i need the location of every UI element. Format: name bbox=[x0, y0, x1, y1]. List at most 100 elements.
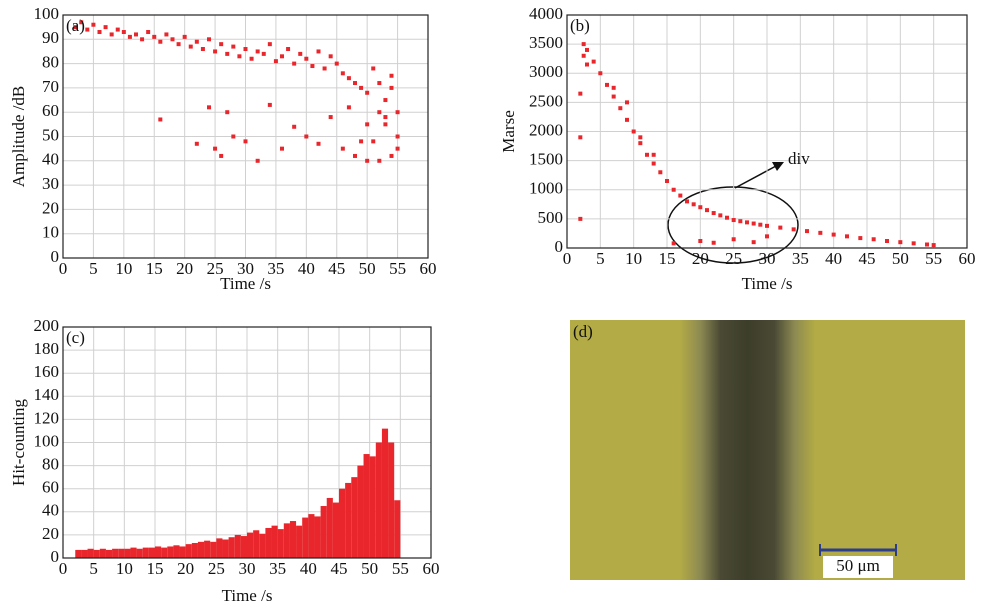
y-tick-label: 2000 bbox=[529, 120, 563, 139]
point bbox=[340, 146, 345, 151]
x-tick-label: 5 bbox=[89, 559, 98, 578]
point bbox=[377, 81, 382, 86]
point bbox=[395, 146, 400, 151]
point bbox=[371, 66, 376, 71]
x-tick-label: 10 bbox=[625, 249, 642, 268]
point bbox=[316, 141, 321, 146]
point bbox=[625, 117, 629, 122]
plot-frame bbox=[62, 326, 432, 559]
point bbox=[931, 243, 936, 248]
x-tick-label: 35 bbox=[267, 259, 284, 278]
point bbox=[237, 54, 242, 59]
bar bbox=[308, 514, 315, 558]
y-tick-label: 100 bbox=[34, 4, 60, 23]
y-axis-label: Amplitude /dB bbox=[9, 86, 28, 188]
annotation-shapes bbox=[667, 162, 799, 264]
point bbox=[152, 34, 157, 39]
point bbox=[395, 134, 400, 139]
bar bbox=[296, 525, 303, 558]
point bbox=[578, 216, 583, 221]
x-tick-label: 45 bbox=[331, 559, 348, 578]
bar bbox=[204, 540, 211, 558]
point bbox=[711, 211, 716, 216]
point bbox=[731, 218, 736, 223]
point bbox=[249, 56, 254, 61]
point bbox=[158, 39, 163, 44]
y-tick-label: 60 bbox=[42, 478, 59, 497]
point bbox=[395, 110, 400, 115]
bar bbox=[148, 547, 155, 558]
point bbox=[310, 64, 315, 69]
point bbox=[261, 51, 266, 56]
bar bbox=[179, 546, 186, 558]
point bbox=[578, 135, 583, 140]
bar bbox=[75, 549, 82, 558]
y-tick-label: 1000 bbox=[529, 179, 563, 198]
y-tick-label: 70 bbox=[42, 77, 59, 96]
y-tick-label: 20 bbox=[42, 524, 59, 543]
y-tick-label: 200 bbox=[34, 316, 60, 335]
plot-frame bbox=[62, 14, 429, 259]
panel-label: (b) bbox=[570, 16, 590, 35]
point bbox=[328, 115, 333, 120]
bar bbox=[93, 549, 100, 558]
groove bbox=[680, 320, 815, 580]
point bbox=[389, 153, 394, 158]
point bbox=[885, 239, 889, 244]
point bbox=[658, 170, 663, 175]
point bbox=[711, 240, 716, 245]
y-tick-label: 3500 bbox=[529, 33, 563, 52]
point bbox=[731, 237, 736, 242]
x-tick-label: 55 bbox=[392, 559, 409, 578]
point bbox=[109, 32, 114, 37]
point bbox=[176, 42, 181, 47]
bar bbox=[142, 547, 149, 558]
point bbox=[745, 220, 749, 225]
point bbox=[758, 222, 763, 227]
arrow-head bbox=[772, 162, 784, 171]
point bbox=[231, 134, 236, 139]
x-tick-label: 10 bbox=[115, 259, 132, 278]
x-tick-label: 45 bbox=[328, 259, 345, 278]
y-tick-label: 180 bbox=[34, 339, 60, 358]
bar bbox=[216, 538, 223, 558]
point bbox=[207, 105, 211, 110]
point bbox=[127, 34, 132, 39]
point bbox=[164, 32, 169, 37]
point bbox=[286, 47, 291, 52]
point bbox=[219, 153, 224, 158]
bar bbox=[345, 482, 352, 558]
point bbox=[651, 152, 656, 157]
x-tick-label: 20 bbox=[176, 259, 193, 278]
bar bbox=[369, 456, 376, 558]
y-tick-label: 140 bbox=[34, 385, 60, 404]
y-tick-label: 1500 bbox=[529, 150, 563, 169]
panel-label: (a) bbox=[66, 16, 85, 35]
x-tick-label: 60 bbox=[420, 259, 437, 278]
point bbox=[140, 37, 145, 42]
x-tick-label: 60 bbox=[959, 249, 976, 268]
bar bbox=[394, 500, 401, 558]
point bbox=[292, 61, 297, 66]
point bbox=[231, 44, 236, 49]
y-tick-label: 90 bbox=[42, 28, 59, 47]
point bbox=[698, 205, 703, 210]
point bbox=[243, 47, 248, 52]
point bbox=[365, 90, 370, 95]
point bbox=[718, 213, 723, 218]
bar bbox=[388, 442, 395, 558]
point bbox=[638, 141, 643, 146]
point bbox=[353, 153, 357, 158]
point bbox=[925, 242, 929, 247]
bar bbox=[265, 527, 272, 558]
point bbox=[97, 30, 102, 35]
bar bbox=[363, 454, 370, 558]
point bbox=[340, 71, 345, 76]
point bbox=[581, 42, 586, 47]
point bbox=[389, 85, 394, 90]
y-tick-label: 4000 bbox=[529, 4, 563, 23]
point bbox=[611, 94, 616, 99]
bar bbox=[222, 539, 229, 558]
point bbox=[304, 134, 309, 139]
point bbox=[383, 122, 388, 127]
